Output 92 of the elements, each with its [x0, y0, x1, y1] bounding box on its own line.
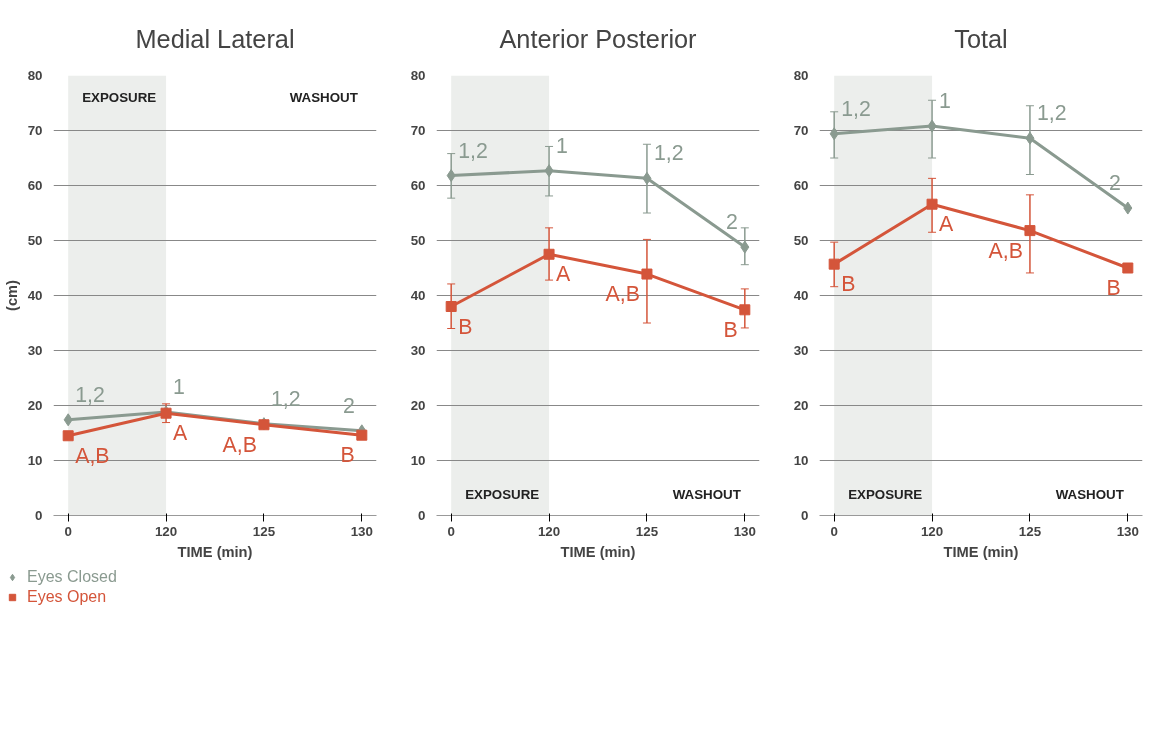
x-tick-label: 130 [733, 523, 756, 539]
annotation: WASHOUT [289, 89, 358, 105]
x-axis-title: TIME (min) [177, 543, 253, 560]
y-tick-label: 60 [793, 178, 809, 193]
x-tick-label: 120 [920, 523, 944, 539]
annotation: 1,2 [653, 141, 684, 166]
point [544, 164, 554, 178]
point [356, 429, 368, 441]
annotation: A [556, 262, 572, 287]
annotation: 2 [725, 210, 738, 235]
x-axis-title: TIME (min) [560, 543, 636, 560]
y-tick-label: 0 [801, 508, 809, 523]
point [1123, 201, 1133, 215]
annotation: B [458, 314, 473, 339]
point [63, 413, 73, 427]
x-axis-title: TIME (min) [943, 543, 1019, 560]
point [740, 240, 750, 254]
x-tick-label: 130 [350, 523, 373, 539]
legend-label: Eyes Closed [27, 568, 117, 586]
annotation: 1,2 [841, 96, 871, 121]
x-tick-label: 0 [64, 523, 72, 539]
y-tick-label: 10 [793, 453, 809, 468]
annotation: A,B [988, 238, 1023, 263]
y-tick-label: 50 [793, 233, 809, 248]
point [927, 119, 937, 133]
chart-title: Medial Lateral [135, 25, 295, 53]
point [641, 268, 653, 280]
annotation: EXPOSURE [848, 486, 923, 502]
annotation: 1,2 [270, 386, 301, 411]
annotation: B [841, 272, 856, 297]
x-tick-label: 125 [252, 523, 276, 539]
y-axis-title: (cm) [3, 279, 20, 311]
annotation: 1 [939, 89, 951, 114]
y-tick-label: 80 [410, 68, 426, 83]
y-tick-label: 70 [793, 123, 809, 138]
y-tick-label: 40 [27, 288, 43, 303]
y-tick-label: 10 [27, 453, 43, 468]
x-tick-label: 120 [154, 523, 178, 539]
chart-title: Anterior Posterior [499, 25, 698, 53]
y-tick-label: 20 [27, 398, 43, 413]
annotation: WASHOUT [672, 486, 741, 502]
annotation: A [173, 421, 189, 446]
point [543, 248, 555, 260]
y-tick-label: 60 [27, 178, 43, 193]
chart-title: Total [954, 25, 1008, 53]
annotation: WASHOUT [1055, 486, 1124, 502]
x-tick-label: 0 [830, 523, 838, 539]
y-tick-label: 20 [793, 398, 809, 413]
y-tick-label: 30 [27, 343, 43, 358]
y-tick-label: 20 [410, 398, 426, 413]
point [1024, 225, 1036, 237]
x-tick-label: 120 [537, 523, 561, 539]
y-tick-label: 30 [793, 343, 809, 358]
annotation: B [723, 317, 738, 342]
y-tick-label: 40 [793, 288, 809, 303]
x-tick-label: 0 [447, 523, 455, 539]
y-tick-label: 0 [35, 508, 43, 523]
legend-label: Eyes Open [27, 588, 107, 606]
y-tick-label: 10 [410, 453, 426, 468]
annotation: A,B [222, 432, 257, 457]
y-tick-label: 80 [27, 68, 43, 83]
x-tick-label: 125 [1018, 523, 1042, 539]
y-tick-label: 40 [410, 288, 426, 303]
y-tick-label: 30 [410, 343, 426, 358]
point [445, 301, 457, 312]
point [926, 198, 938, 210]
y-tick-label: 60 [410, 178, 426, 193]
point [446, 169, 456, 183]
y-tick-label: 80 [793, 68, 809, 83]
point [739, 304, 751, 316]
x-tick-label: 130 [1116, 523, 1139, 539]
annotation: 1,2 [458, 138, 488, 163]
point [1122, 262, 1134, 274]
y-tick-label: 70 [410, 123, 426, 138]
annotation: 1 [173, 375, 185, 400]
annotation: 1,2 [75, 382, 105, 407]
annotation: EXPOSURE [465, 486, 540, 502]
annotation: 1 [556, 133, 568, 158]
y-tick-label: 50 [410, 233, 426, 248]
point [829, 127, 839, 141]
annotation: EXPOSURE [82, 89, 157, 105]
y-tick-label: 0 [418, 508, 426, 523]
annotation: A [939, 212, 955, 237]
annotation: B [1106, 276, 1121, 300]
point [828, 258, 840, 270]
point [62, 430, 74, 442]
x-tick-label: 125 [635, 523, 659, 539]
y-tick-label: 50 [27, 233, 43, 248]
point [1025, 131, 1035, 145]
y-tick-label: 70 [27, 123, 43, 138]
annotation: 1,2 [1036, 101, 1067, 126]
point [642, 171, 652, 185]
